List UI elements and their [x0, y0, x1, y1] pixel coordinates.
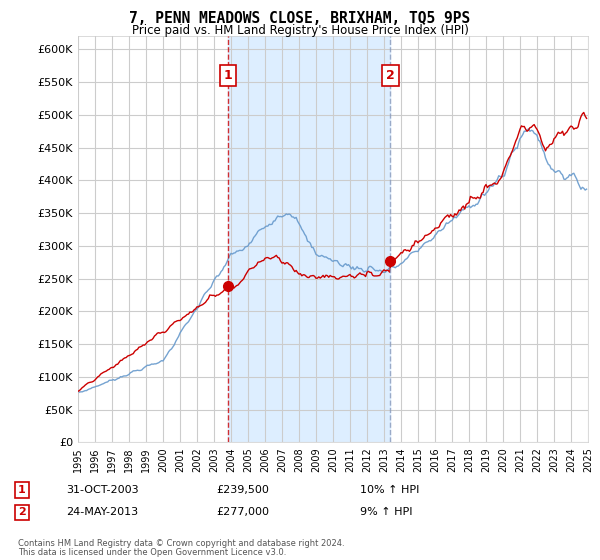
Text: 9% ↑ HPI: 9% ↑ HPI [360, 507, 413, 517]
Text: 31-OCT-2003: 31-OCT-2003 [66, 485, 139, 495]
Text: Contains HM Land Registry data © Crown copyright and database right 2024.: Contains HM Land Registry data © Crown c… [18, 539, 344, 548]
Text: 7, PENN MEADOWS CLOSE, BRIXHAM, TQ5 9PS: 7, PENN MEADOWS CLOSE, BRIXHAM, TQ5 9PS [130, 11, 470, 26]
Text: 2: 2 [386, 69, 395, 82]
Text: This data is licensed under the Open Government Licence v3.0.: This data is licensed under the Open Gov… [18, 548, 286, 557]
Text: 1: 1 [224, 69, 232, 82]
Text: 2: 2 [18, 507, 26, 517]
Text: 10% ↑ HPI: 10% ↑ HPI [360, 485, 419, 495]
Text: £277,000: £277,000 [216, 507, 269, 517]
Text: £239,500: £239,500 [216, 485, 269, 495]
Text: 1: 1 [18, 485, 26, 495]
Bar [228, 36, 391, 442]
Text: Price paid vs. HM Land Registry's House Price Index (HPI): Price paid vs. HM Land Registry's House … [131, 24, 469, 36]
Text: 24-MAY-2013: 24-MAY-2013 [66, 507, 138, 517]
